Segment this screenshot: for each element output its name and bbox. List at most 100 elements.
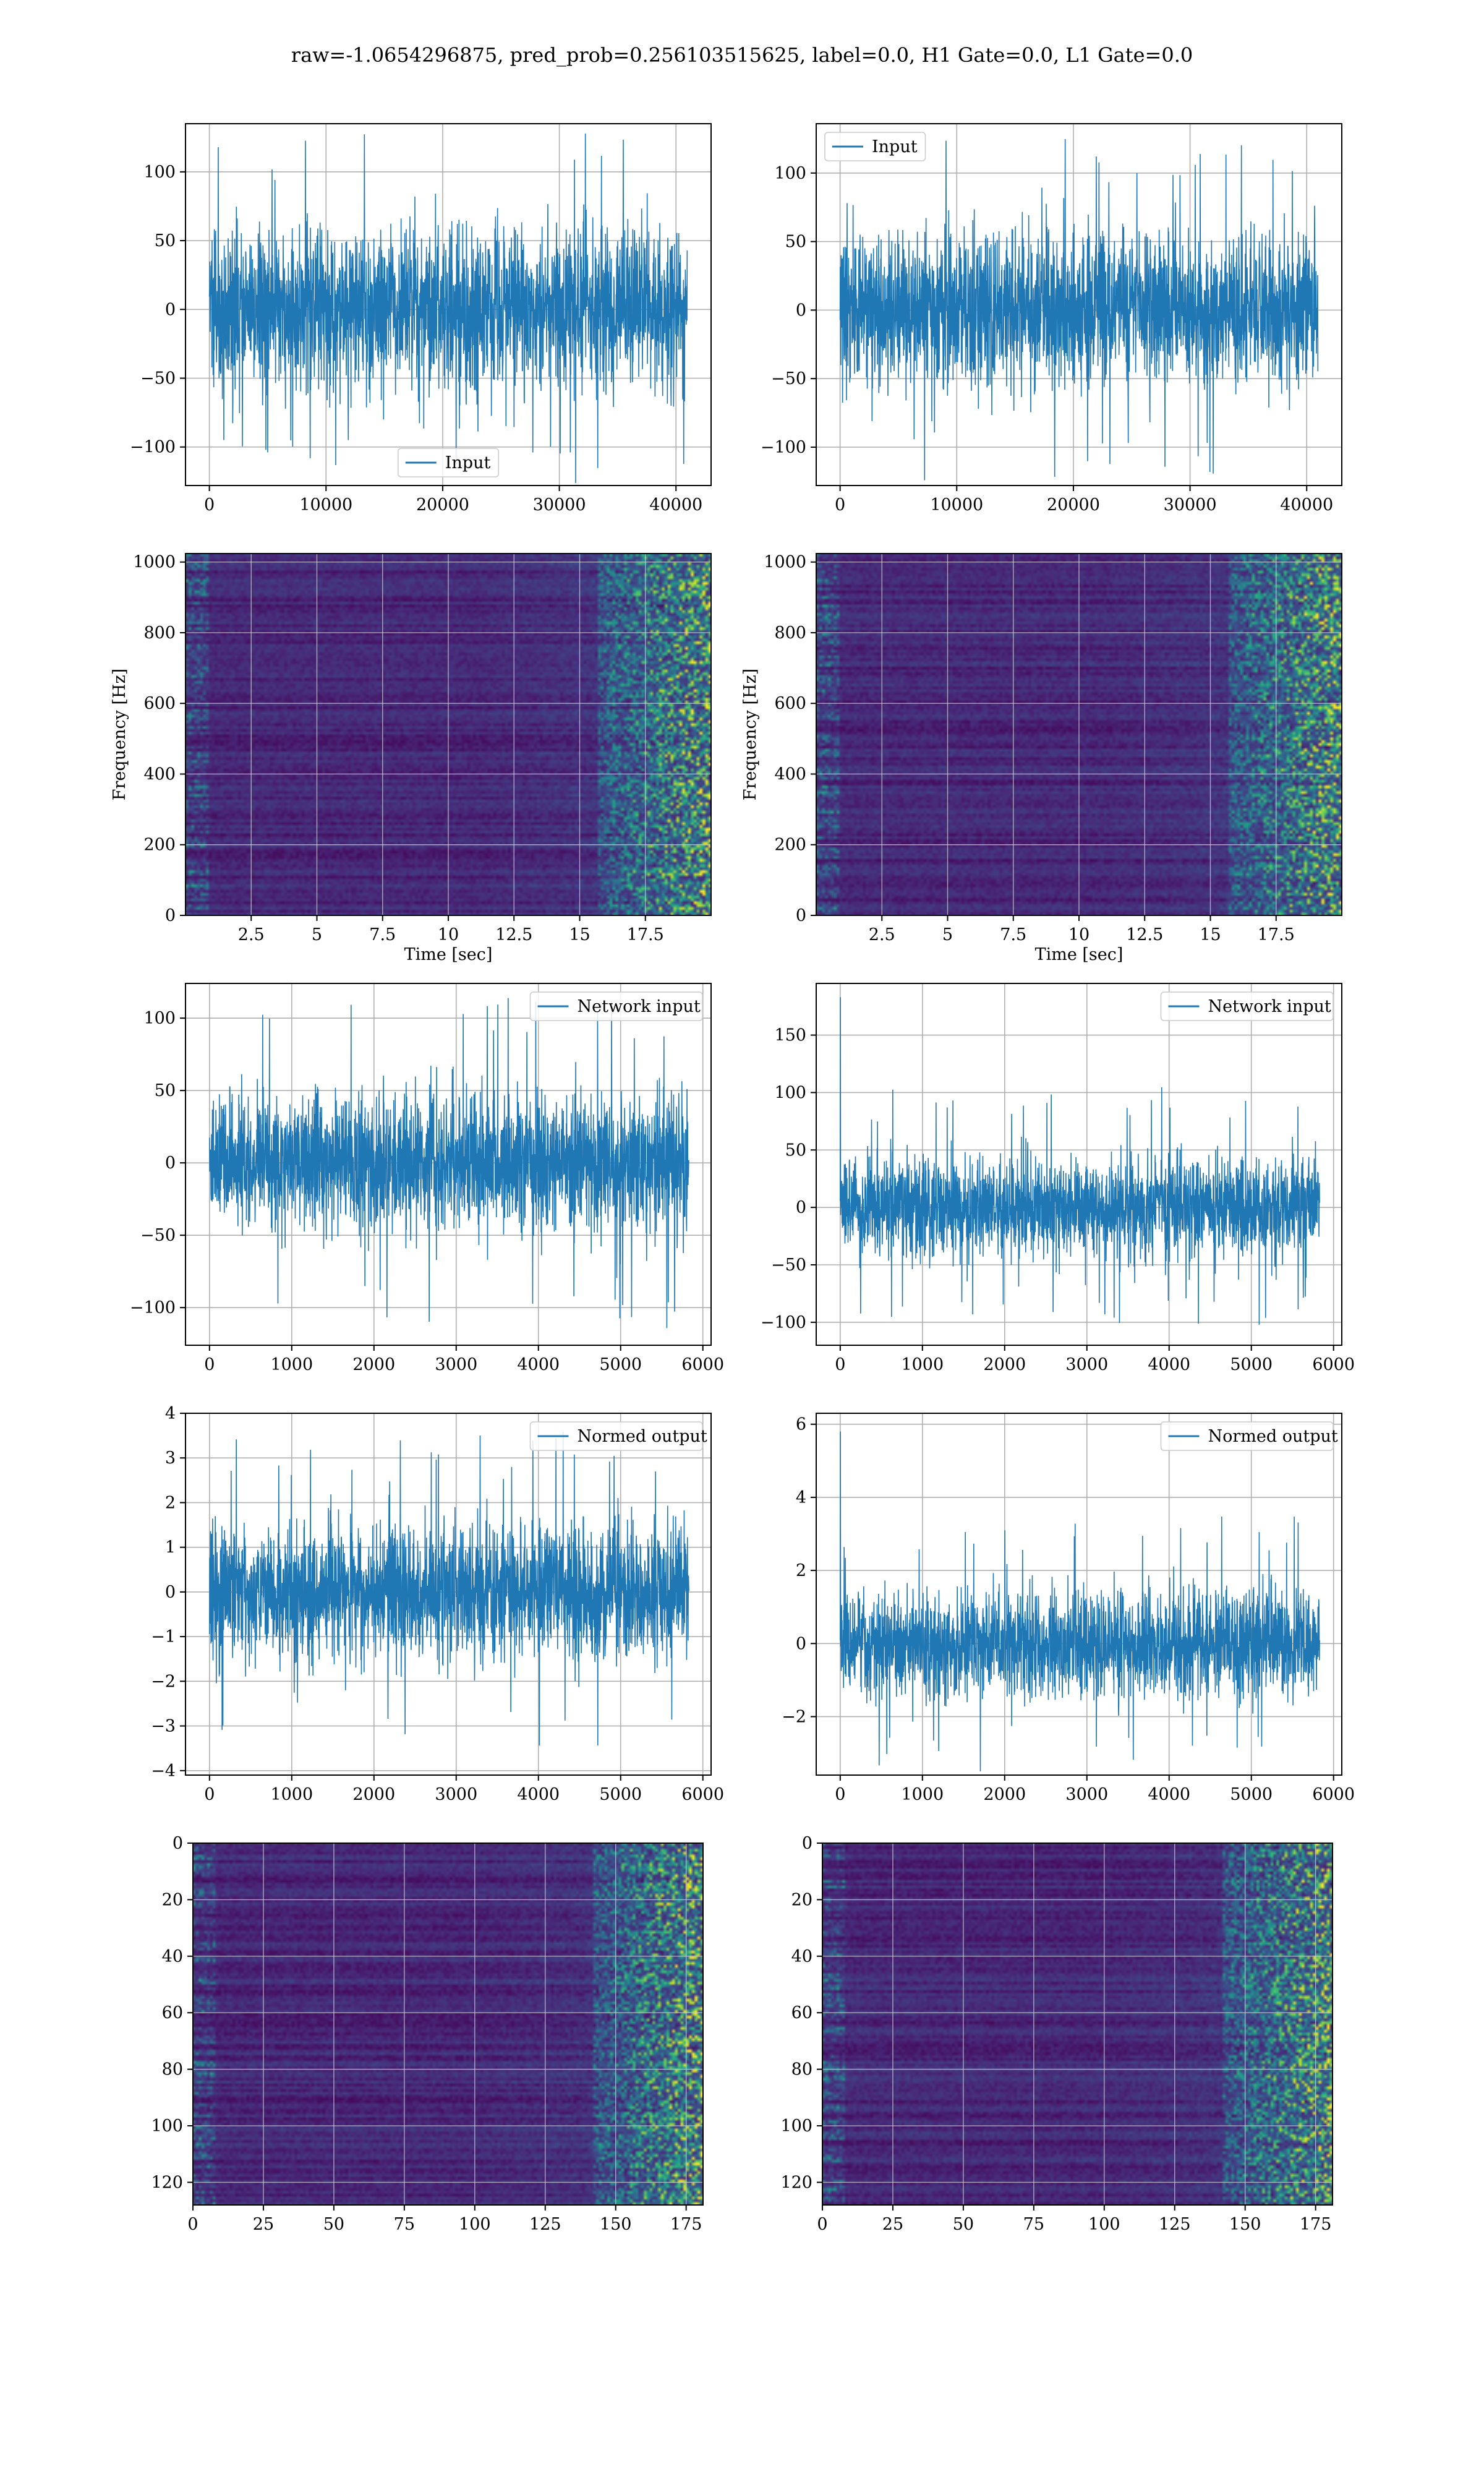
y-tick-label: −50 bbox=[771, 1256, 806, 1275]
y-tick-label: 60 bbox=[162, 2003, 183, 2022]
legend: Normed output bbox=[1160, 1421, 1338, 1451]
y-axis-label: Frequency [Hz] bbox=[110, 669, 129, 800]
y-tick-label: 50 bbox=[155, 1081, 176, 1100]
y-tick-label: 800 bbox=[143, 623, 176, 643]
x-tick-label: 12.5 bbox=[495, 925, 532, 944]
y-tick-label: 6 bbox=[796, 1415, 806, 1434]
y-tick-label: 100 bbox=[774, 1083, 806, 1102]
y-tick-label: −50 bbox=[140, 1226, 176, 1245]
y-tick-label: −2 bbox=[782, 1707, 806, 1726]
y-tick-label: 1 bbox=[165, 1538, 176, 1557]
legend-box bbox=[824, 132, 926, 161]
y-tick-label: 0 bbox=[165, 300, 176, 319]
legend: Network input bbox=[529, 991, 703, 1021]
x-tick-label: 50 bbox=[323, 2215, 344, 2234]
y-tick-label: −100 bbox=[130, 1298, 176, 1317]
y-tick-label: 100 bbox=[780, 2117, 812, 2136]
y-tick-label: 200 bbox=[143, 836, 176, 855]
x-tick-label: 10 bbox=[438, 925, 459, 944]
y-tick-label: 20 bbox=[791, 1890, 812, 1909]
x-tick-label: 4000 bbox=[517, 1785, 560, 1804]
y-tick-label: 100 bbox=[143, 163, 176, 182]
x-tick-label: 17.5 bbox=[1258, 925, 1295, 944]
x-tick-label: 3000 bbox=[435, 1355, 477, 1374]
x-tick-label: 4000 bbox=[1148, 1785, 1190, 1804]
x-tick-label: 100 bbox=[459, 2215, 491, 2234]
y-tick-label: 120 bbox=[151, 2173, 183, 2192]
y-tick-label: 50 bbox=[785, 233, 806, 252]
x-tick-label: 3000 bbox=[435, 1785, 477, 1804]
y-tick-label: −100 bbox=[761, 438, 806, 457]
x-tick-label: 17.5 bbox=[627, 925, 664, 944]
heatmap-row2-left: 2.5 5 7.5 10 12.5 15 17.5 0 200 400 600 800 1000 Time… bbox=[110, 553, 712, 964]
x-tick-label: 175 bbox=[670, 2215, 702, 2234]
x-tick-label: 2000 bbox=[352, 1785, 395, 1804]
x-tick-label: 5000 bbox=[599, 1355, 642, 1374]
y-tick-label: 800 bbox=[774, 623, 806, 643]
y-tick-label: 0 bbox=[796, 1198, 806, 1217]
legend: Input bbox=[397, 448, 500, 477]
y-tick-label: −50 bbox=[771, 369, 806, 388]
y-tick-label: 20 bbox=[162, 1890, 183, 1909]
y-tick-label: 0 bbox=[165, 906, 176, 925]
y-tick-label: 0 bbox=[173, 1834, 183, 1853]
x-tick-label: 3000 bbox=[1065, 1785, 1108, 1804]
x-tick-label: 0 bbox=[204, 495, 215, 515]
chart-row1-left: 0 10000 20000 30000 40000 −100 −50 0 50 100 Input bbox=[130, 123, 712, 515]
heatmap-image bbox=[822, 1843, 1333, 2205]
x-tick-label: 175 bbox=[1300, 2215, 1332, 2234]
x-tick-label: 5000 bbox=[599, 1785, 642, 1804]
x-tick-label: 40000 bbox=[1280, 495, 1333, 515]
x-tick-label: 75 bbox=[1023, 2215, 1044, 2234]
x-tick-label: 10000 bbox=[299, 495, 352, 515]
x-tick-label: 6000 bbox=[681, 1355, 724, 1374]
legend-box bbox=[1160, 991, 1334, 1021]
legend-entry: Input bbox=[872, 137, 918, 156]
axes-frame bbox=[185, 1413, 712, 1776]
legend-box bbox=[529, 1421, 703, 1451]
legend-box bbox=[529, 991, 703, 1021]
y-tick-label: 2 bbox=[165, 1493, 176, 1512]
heatmap-row5-right: 0 25 50 75 100 125 150 175 0 20 40 60 80 100 120 bbox=[780, 1834, 1333, 2234]
y-tick-label: 400 bbox=[774, 764, 806, 784]
legend-box bbox=[397, 448, 500, 477]
y-tick-label: 0 bbox=[796, 1634, 806, 1653]
x-tick-label: 0 bbox=[187, 2215, 198, 2234]
series-line-normed-output bbox=[209, 1432, 689, 1746]
series-line-network-input bbox=[840, 997, 1320, 1325]
y-tick-label: 0 bbox=[165, 1154, 176, 1173]
axes-frame bbox=[185, 123, 712, 486]
y-tick-label: 100 bbox=[774, 164, 806, 183]
x-tick-label: 150 bbox=[1229, 2215, 1261, 2234]
x-tick-label: 1000 bbox=[901, 1785, 944, 1804]
x-tick-label: 5 bbox=[942, 925, 953, 944]
y-tick-label: 1000 bbox=[133, 553, 176, 572]
x-tick-label: 6000 bbox=[1312, 1355, 1355, 1374]
legend: Normed output bbox=[529, 1421, 707, 1451]
x-tick-label: 2.5 bbox=[869, 925, 895, 944]
heatmap-image bbox=[193, 1843, 703, 2205]
chart-row1-right: 0 10000 20000 30000 40000 −100 −50 0 50 100 Input bbox=[761, 123, 1342, 515]
x-tick-label: 10 bbox=[1068, 925, 1090, 944]
chart-row3-left: 0 1000 2000 3000 4000 5000 6000 −100 −50 0 50 100 Ne… bbox=[130, 983, 724, 1374]
axes-frame bbox=[816, 1413, 1342, 1776]
y-tick-label: 600 bbox=[774, 694, 806, 713]
heatmap-row5-left: 0 25 50 75 100 125 150 175 0 20 40 60 80 100 120 bbox=[151, 1834, 704, 2234]
x-tick-label: 20000 bbox=[1047, 495, 1100, 515]
y-tick-label: −3 bbox=[151, 1717, 176, 1736]
legend-entry: Network input bbox=[578, 997, 701, 1016]
legend-entry: Normed output bbox=[578, 1427, 707, 1446]
y-tick-label: 40 bbox=[791, 1947, 812, 1966]
y-tick-label: 4 bbox=[165, 1404, 176, 1423]
x-tick-label: 40000 bbox=[649, 495, 702, 515]
x-tick-label: 6000 bbox=[681, 1785, 724, 1804]
x-tick-label: 0 bbox=[835, 1355, 845, 1374]
y-tick-label: 3 bbox=[165, 1449, 176, 1468]
x-tick-label: 2000 bbox=[983, 1355, 1026, 1374]
y-tick-label: 80 bbox=[162, 2060, 183, 2079]
axes-frame bbox=[185, 983, 712, 1346]
figure-title: raw=-1.0654296875, pred_prob=0.256103515… bbox=[291, 43, 1193, 67]
x-tick-label: 150 bbox=[600, 2215, 632, 2234]
axes-frame bbox=[816, 983, 1342, 1346]
x-tick-label: 1000 bbox=[270, 1355, 313, 1374]
